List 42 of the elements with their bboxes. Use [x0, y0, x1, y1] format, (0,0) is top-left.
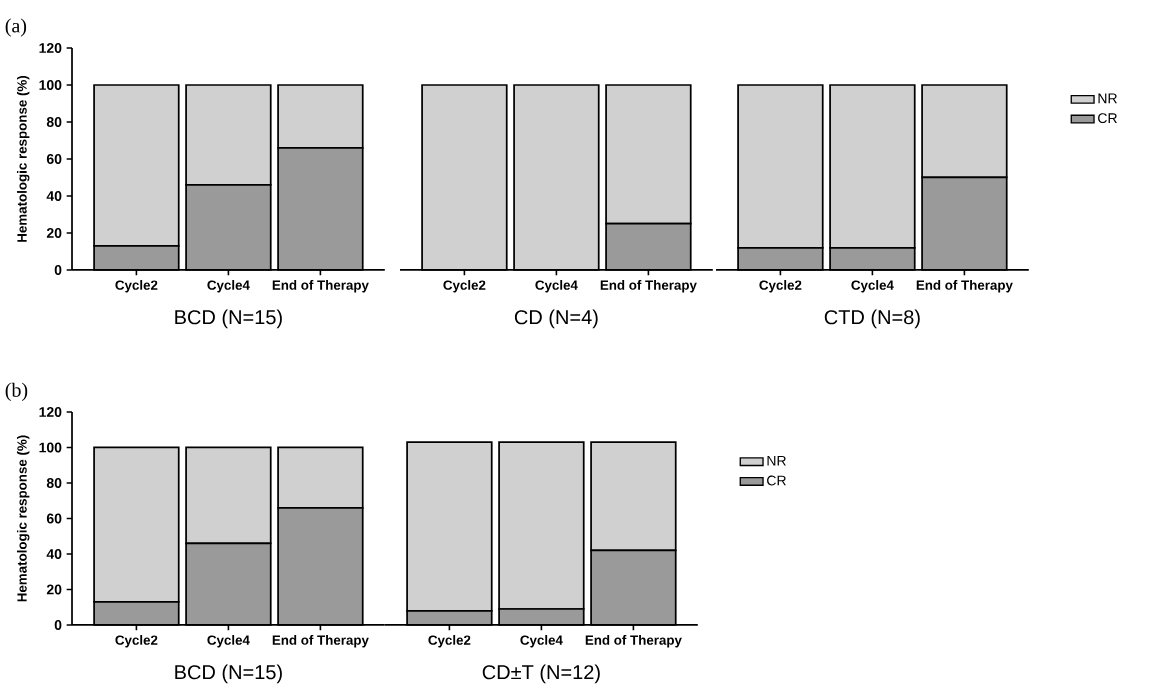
x-tick-label: Cycle4	[851, 280, 894, 293]
x-axis-title: BCD (N=15)	[175, 309, 282, 329]
y-tick-label: 80	[46, 478, 62, 488]
legend-label: CR	[1098, 113, 1117, 124]
y-axis-title: Hematologic response (%)	[16, 435, 30, 602]
y-tick-label: 60	[46, 154, 62, 164]
y-axis-title: Hematologic response (%)	[16, 75, 30, 242]
y-tick-label: 100	[39, 442, 62, 453]
x-tick-label: End of Therapy	[272, 280, 369, 293]
legend-label: NR	[767, 455, 786, 466]
y-tick-label: 80	[46, 117, 62, 127]
y-tick-label: 0	[54, 620, 62, 630]
x-tick-label: End of Therapy	[600, 280, 697, 293]
text: (b)	[5, 382, 28, 401]
y-tick-label: 40	[46, 549, 62, 559]
x-tick-label: Cycle2	[428, 635, 471, 648]
text: (a)	[5, 18, 27, 37]
x-tick-label: End of Therapy	[916, 280, 1013, 293]
x-axis-title: CD±T (N=12)	[482, 664, 600, 684]
x-tick-label: Cycle4	[520, 635, 563, 648]
x-axis-title: BCD (N=15)	[175, 664, 282, 684]
x-tick-label: End of Therapy	[272, 635, 369, 648]
x-tick-label: Cycle4	[207, 635, 250, 648]
x-tick-label: Cycle2	[443, 280, 486, 293]
x-axis-title: CD (N=4)	[514, 309, 598, 329]
x-tick-label: Cycle2	[115, 280, 158, 293]
x-tick-label: Cycle4	[535, 280, 578, 293]
x-tick-label: End of Therapy	[585, 635, 682, 648]
y-tick-label: 120	[39, 43, 62, 53]
legend-label: NR	[1098, 93, 1117, 104]
x-tick-label: Cycle4	[207, 280, 250, 293]
y-tick-label: 20	[46, 228, 62, 238]
y-tick-label: 20	[46, 584, 62, 595]
x-axis-title: CTD (N=8)	[824, 309, 920, 329]
y-tick-label: 100	[39, 80, 62, 90]
y-tick-label: 0	[54, 265, 62, 275]
legend-label: CR	[767, 475, 786, 486]
y-tick-label: 120	[39, 407, 62, 417]
x-tick-label: Cycle2	[115, 635, 158, 648]
y-tick-label: 40	[46, 191, 62, 201]
x-tick-label: Cycle2	[759, 280, 802, 293]
y-tick-label: 60	[46, 513, 62, 524]
